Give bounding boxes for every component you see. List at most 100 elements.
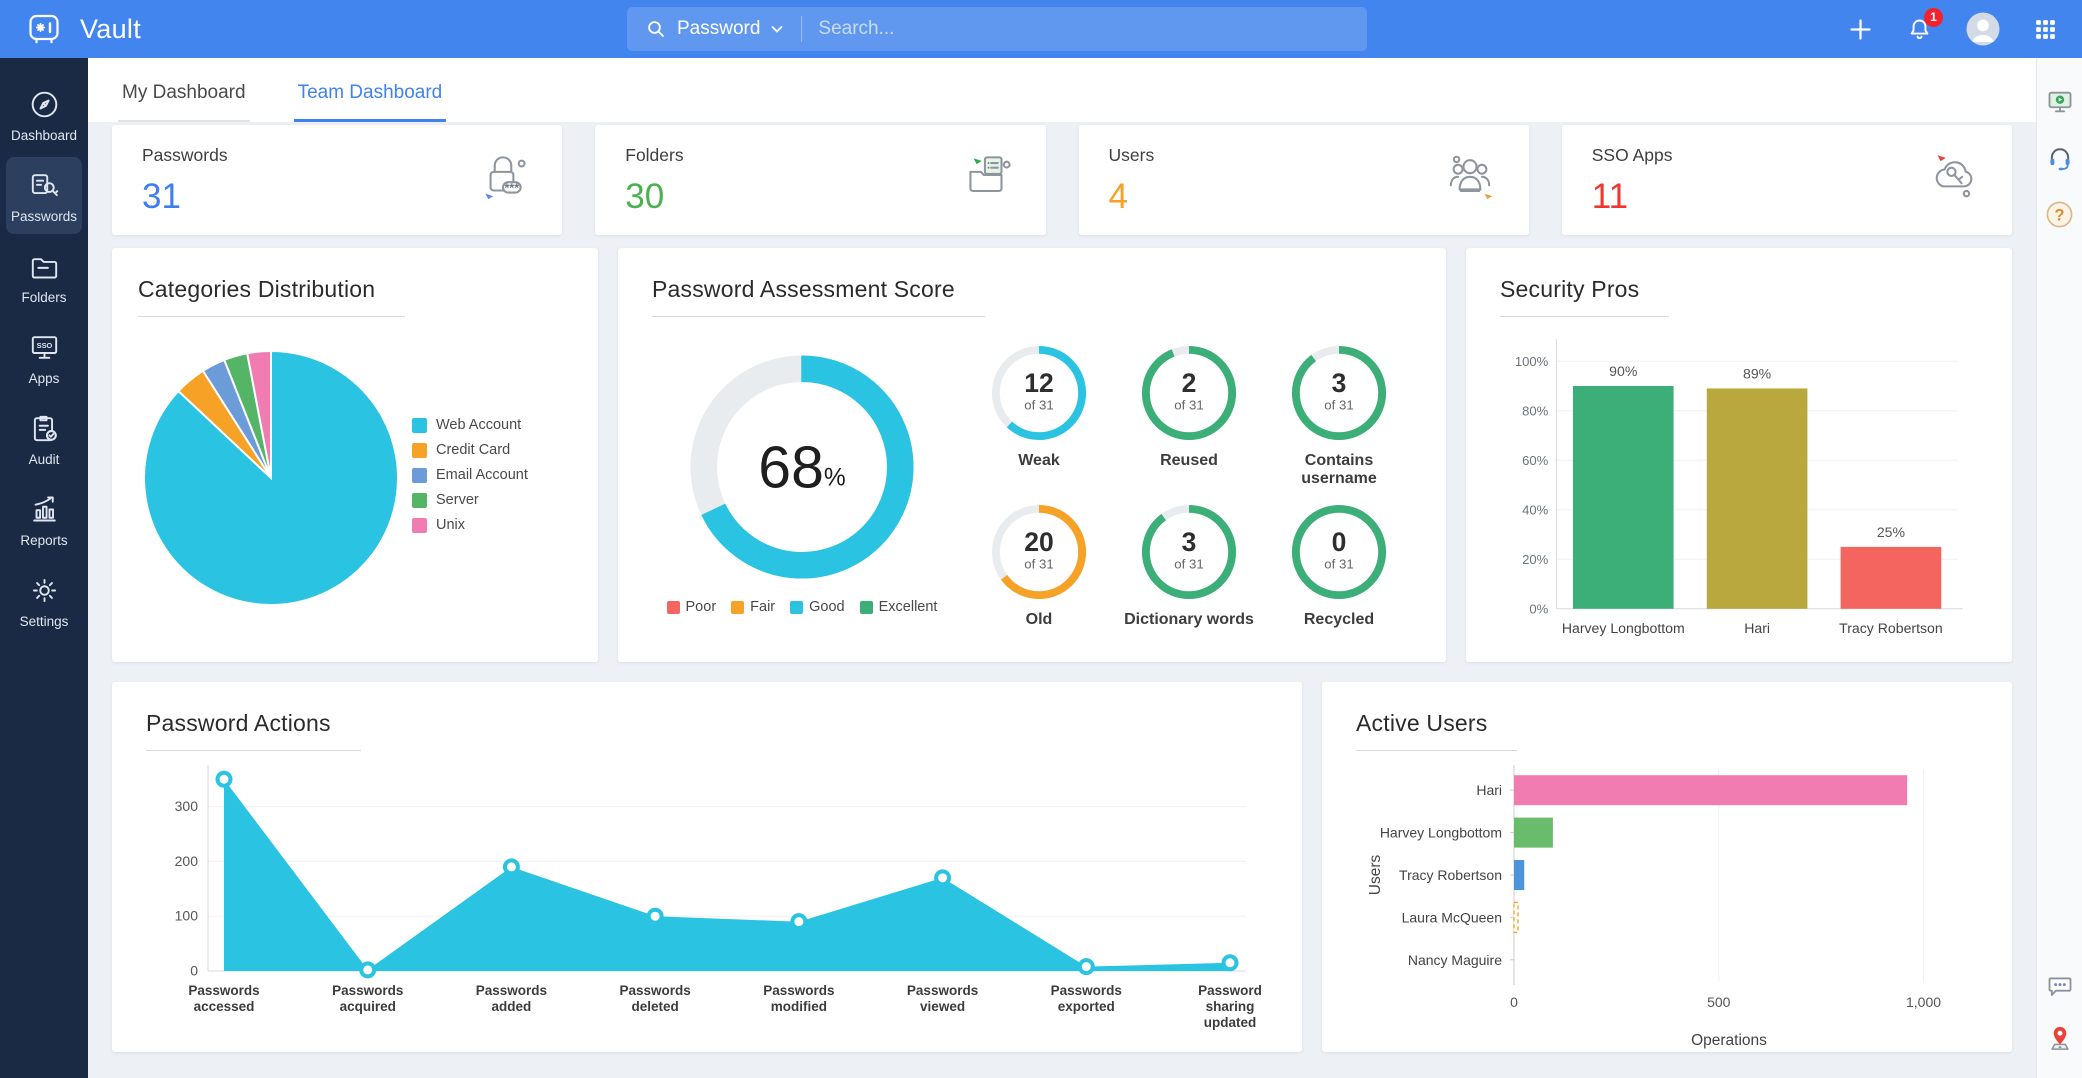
- svg-text:0: 0: [1332, 527, 1347, 557]
- svg-text:200: 200: [175, 853, 199, 869]
- panel-title: Active Users: [1356, 710, 1488, 736]
- point-passwords-added[interactable]: [502, 858, 520, 876]
- sidebar-item-reports[interactable]: Reports: [6, 481, 82, 558]
- panel-password-actions: Password Actions 0 100 200 300 Passwords acce…: [112, 682, 1302, 1052]
- pie-slice-web-account[interactable]: [143, 349, 399, 606]
- point-password-sharing-updated[interactable]: [1221, 954, 1239, 972]
- stat-card-folders[interactable]: Folders 30: [595, 125, 1046, 235]
- sidebar-item-settings[interactable]: Settings: [6, 562, 82, 639]
- bar-hari[interactable]: [1706, 388, 1808, 609]
- hbar-harvey-longbottom[interactable]: [1514, 817, 1553, 848]
- svg-text:of 31: of 31: [1024, 398, 1053, 413]
- svg-text:Hari: Hari: [1744, 620, 1770, 636]
- legend-swatch: [412, 442, 427, 458]
- feedback-chat-icon[interactable]: [2046, 972, 2074, 1000]
- ring-label: Contains username: [1301, 452, 1377, 488]
- right-rail: ?: [2036, 58, 2082, 1078]
- notifications-button[interactable]: 1: [1906, 7, 1943, 43]
- chevron-down-icon[interactable]: [769, 21, 785, 37]
- tab-team-dashboard[interactable]: Team Dashboard: [293, 82, 447, 122]
- avatar[interactable]: [1965, 11, 2001, 47]
- legend-label: Poor: [685, 599, 717, 615]
- panel-title: Password Actions: [146, 710, 331, 736]
- legend-swatch: [666, 600, 680, 614]
- folder-icon: [958, 147, 1016, 205]
- legend-item-credit-card: Credit Card: [412, 442, 528, 458]
- bar-tracy-robertson[interactable]: [1840, 546, 1942, 609]
- sidebar-item-dashboard[interactable]: Dashboard: [6, 76, 82, 153]
- point-passwords-exported[interactable]: [1077, 958, 1095, 976]
- hbar-hari[interactable]: [1514, 775, 1908, 806]
- svg-text:90%: 90%: [1609, 363, 1638, 379]
- demo-video-icon[interactable]: [2045, 88, 2074, 116]
- sidebar-item-folders[interactable]: Folders: [6, 238, 82, 315]
- hbar-laura-mcqueen[interactable]: [1513, 901, 1519, 934]
- sidebar-item-audit[interactable]: Audit: [6, 400, 82, 477]
- sidebar-item-passwords[interactable]: Passwords: [6, 157, 82, 234]
- stat-label: Folders: [625, 145, 684, 165]
- legend-item-unix: Unix: [412, 517, 528, 533]
- svg-text:1,000: 1,000: [1906, 994, 1941, 1010]
- sidebar-item-label: Settings: [19, 614, 69, 629]
- point-passwords-acquired[interactable]: [359, 961, 377, 979]
- point-passwords-viewed[interactable]: [934, 869, 952, 887]
- stat-card-users[interactable]: Users 4: [1078, 125, 1529, 235]
- global-search[interactable]: Password Search...: [627, 7, 1367, 51]
- stat-card-sso-apps[interactable]: SSO Apps 11: [1561, 125, 2012, 235]
- search-placeholder[interactable]: Search...: [818, 18, 895, 39]
- security-pros-bar-chart: 0% 20% 40% 60% 80% 100% 90% Harvey Longbottom 89…: [1500, 325, 1978, 662]
- tab-my-dashboard[interactable]: My Dashboard: [118, 82, 250, 122]
- svg-text:12: 12: [1024, 368, 1053, 398]
- bottom-row: Password Actions 0 100 200 300 Passwords acce…: [112, 682, 2012, 1052]
- search-scope-label[interactable]: Password: [677, 18, 761, 39]
- add-button[interactable]: [1847, 16, 1874, 43]
- assessment-ring-reused[interactable]: 2 of 31 Reused: [1116, 343, 1262, 489]
- assessment-ring-weak[interactable]: 12 of 31 Weak: [966, 343, 1112, 489]
- point-passwords-modified[interactable]: [790, 913, 808, 931]
- donut-arc[interactable]: [690, 355, 914, 579]
- ring-label: Recycled: [1303, 610, 1375, 628]
- svg-text:100: 100: [175, 908, 199, 924]
- location-pin-icon[interactable]: [2046, 1024, 2074, 1052]
- svg-text:0: 0: [1510, 994, 1518, 1010]
- legend-label: Excellent: [878, 599, 938, 615]
- stat-label: Passwords: [142, 145, 228, 165]
- svg-text:40%: 40%: [1522, 502, 1549, 517]
- help-icon[interactable]: ?: [2045, 200, 2074, 229]
- point-passwords-deleted[interactable]: [646, 907, 664, 925]
- sidebar-item-apps[interactable]: SSO Apps: [6, 319, 82, 396]
- assessment-ring-old[interactable]: 20 of 31 Old: [966, 502, 1112, 629]
- folders-icon: [31, 258, 57, 279]
- legend-item-good: Good: [790, 599, 845, 615]
- point-passwords-accessed[interactable]: [215, 770, 233, 788]
- svg-text:of 31: of 31: [1174, 556, 1203, 571]
- svg-text:Hari: Hari: [1476, 782, 1502, 798]
- pie-slice-unix[interactable]: [246, 349, 272, 479]
- legend-item-excellent: Excellent: [859, 599, 938, 615]
- svg-text:Tracy Robertson: Tracy Robertson: [1399, 867, 1502, 883]
- svg-text:SSO: SSO: [36, 341, 52, 350]
- svg-text:Harvey Longbottom: Harvey Longbottom: [1562, 620, 1685, 636]
- svg-text:?: ?: [2055, 206, 2065, 224]
- bar-harvey-longbottom[interactable]: [1572, 385, 1674, 609]
- svg-text:500: 500: [1707, 994, 1731, 1010]
- users-icon: [1441, 147, 1499, 205]
- svg-text:of 31: of 31: [1174, 398, 1203, 413]
- hbar-tracy-robertson[interactable]: [1514, 860, 1525, 890]
- apps-grid-button[interactable]: [2033, 17, 2058, 42]
- stat-card-passwords[interactable]: Passwords 31 ***: [112, 125, 563, 235]
- assessment-ring-contains-username[interactable]: 3 of 31 Contains username: [1266, 343, 1412, 489]
- legend-label: Web Account: [436, 417, 522, 433]
- panel-title: Categories Distribution: [138, 276, 376, 302]
- dashboard-tabs: My Dashboard Team Dashboard: [88, 58, 2036, 122]
- svg-text:89%: 89%: [1743, 365, 1772, 381]
- assessment-ring-recycled[interactable]: 0 of 31 Recycled: [1266, 502, 1412, 629]
- panel-categories-distribution: Categories Distribution Web Account Credi…: [112, 248, 598, 662]
- sidebar-item-label: Passwords: [10, 209, 78, 224]
- dashboard-icon: [31, 91, 57, 118]
- assessment-ring-dictionary-words[interactable]: 3 of 31 Dictionary words: [1116, 502, 1262, 629]
- support-headset-icon[interactable]: [2045, 144, 2074, 172]
- vault-logo-icon[interactable]: [24, 9, 64, 49]
